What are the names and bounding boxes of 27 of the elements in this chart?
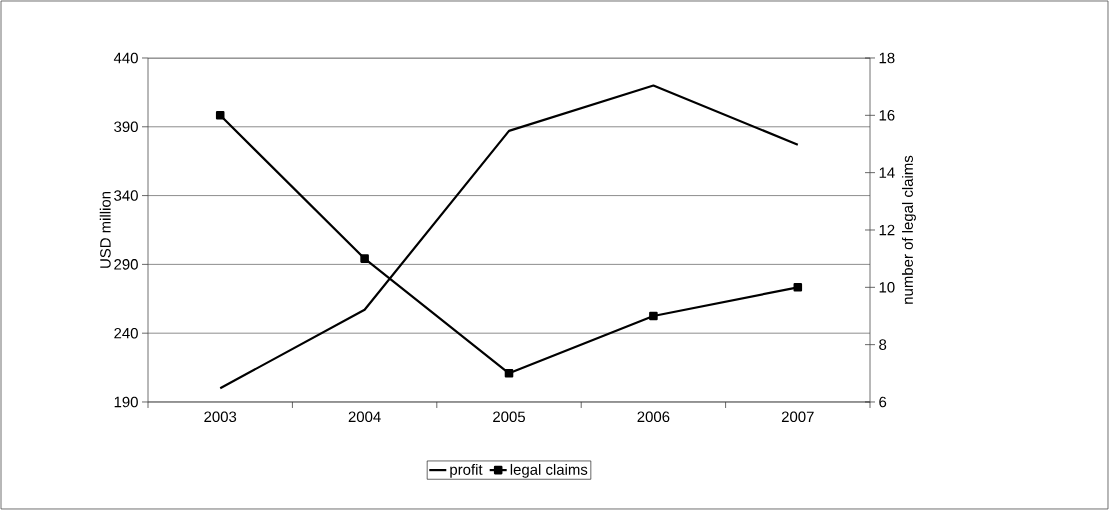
point (793, 283, 803, 292)
y2-tick-label: 16 (879, 110, 895, 121)
legend-label: legal claims (510, 463, 588, 478)
y-tick-label: 340 (114, 190, 138, 201)
point (215, 111, 225, 120)
point (504, 369, 514, 378)
y2-tick-label: 18 (879, 52, 895, 64)
x-tick-label: 2005 (493, 411, 525, 423)
x-tick-label: 2006 (637, 411, 670, 423)
y-tick-label: 240 (114, 327, 138, 339)
y-tick-label: 440 (113, 52, 138, 64)
point (649, 311, 658, 321)
y2-tick-label: 6 (879, 396, 887, 408)
y2-tick-label: 12 (879, 224, 895, 236)
x-tick-label: 2003 (204, 411, 237, 423)
y2-axis-title: number of legal claims (901, 155, 916, 304)
x-tick-label: 2007 (781, 411, 814, 423)
y-tick-label: 290 (114, 259, 138, 270)
y2-tick-label: 8 (879, 339, 887, 350)
x-tick-label: 2004 (348, 411, 381, 423)
y2-tick-label: 14 (879, 167, 895, 178)
legend-label: profit (450, 463, 483, 478)
y-axis-title: USD million (99, 191, 111, 268)
y-tick-label: 190 (114, 396, 138, 408)
point (360, 254, 369, 263)
y2-tick-label: 10 (879, 282, 895, 293)
y-tick-label: 390 (114, 121, 138, 133)
